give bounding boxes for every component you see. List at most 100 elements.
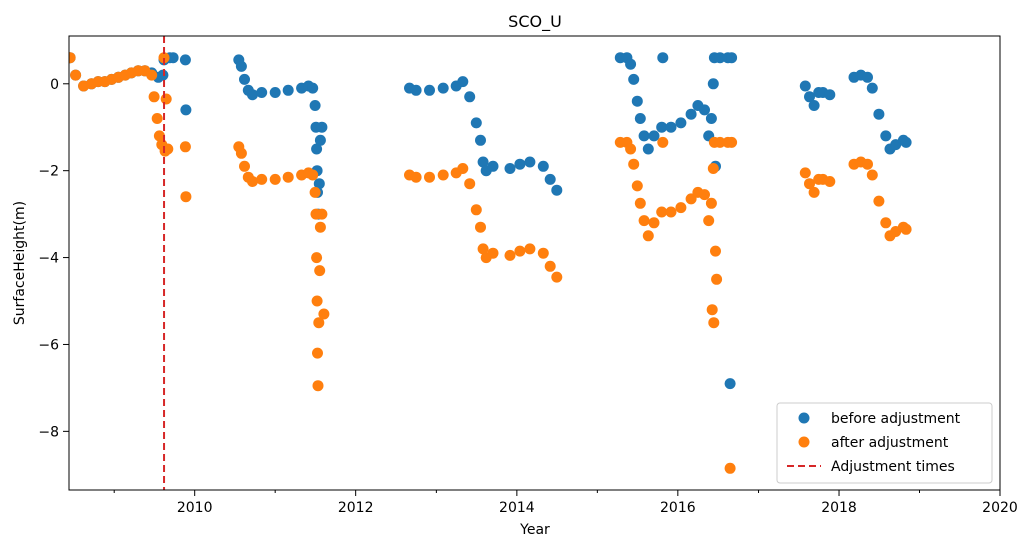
data-point	[311, 252, 323, 264]
data-point	[628, 73, 640, 85]
chart-title: SCO_U	[508, 12, 562, 32]
data-point	[235, 147, 247, 159]
data-point	[504, 163, 516, 174]
data-point	[648, 217, 660, 229]
data-point	[808, 100, 820, 111]
data-point	[162, 143, 174, 155]
data-point	[665, 121, 677, 133]
data-point	[699, 189, 710, 201]
data-point	[724, 378, 736, 390]
data-point	[247, 89, 258, 101]
data-point	[475, 134, 486, 146]
data-point	[873, 195, 885, 207]
data-point	[705, 113, 717, 124]
data-point	[464, 178, 476, 190]
x-axis-label: Year	[519, 522, 550, 538]
data-point	[726, 136, 738, 148]
data-point	[437, 82, 449, 94]
legend-label: before adjustment	[831, 411, 961, 427]
x-axis: 2010 2012 2014 2016 2018 2020	[113, 490, 1018, 516]
data-point	[314, 265, 326, 277]
data-point	[69, 52, 76, 64]
data-point	[675, 117, 687, 129]
x-tick-label: 2012	[338, 500, 374, 516]
data-point	[313, 178, 325, 190]
data-point	[180, 191, 192, 203]
data-point	[524, 243, 536, 255]
data-point	[318, 308, 330, 320]
data-point	[625, 58, 637, 70]
data-point	[487, 247, 499, 259]
data-point	[410, 171, 422, 183]
data-point	[309, 100, 321, 111]
data-point	[464, 91, 476, 103]
plot-area	[69, 36, 912, 490]
data-point	[824, 176, 836, 187]
data-point	[551, 271, 563, 283]
data-point	[307, 169, 319, 181]
data-point	[799, 167, 811, 179]
data-point	[824, 89, 836, 101]
data-point	[656, 206, 668, 218]
data-point	[470, 204, 482, 216]
legend-marker	[798, 436, 810, 448]
data-point	[705, 197, 717, 209]
y-axis: 0 −2 −4 −6 −8	[38, 77, 69, 440]
series-0	[69, 52, 912, 390]
data-point	[866, 169, 878, 181]
data-point	[410, 84, 422, 96]
data-point	[148, 91, 160, 103]
data-point	[314, 221, 326, 233]
data-point	[514, 158, 526, 170]
data-point	[475, 221, 486, 233]
data-point	[544, 260, 556, 272]
data-point	[714, 136, 726, 148]
data-point	[642, 143, 654, 155]
data-point	[151, 113, 163, 124]
data-point	[524, 156, 536, 168]
data-point	[160, 93, 172, 105]
data-point	[239, 73, 250, 85]
data-point	[256, 173, 268, 185]
data-point	[873, 108, 885, 120]
data-point	[710, 245, 721, 257]
data-point	[631, 95, 643, 107]
y-tick-label: 0	[50, 77, 59, 93]
data-point	[706, 304, 718, 316]
data-point	[880, 217, 892, 229]
data-point	[311, 143, 323, 155]
data-point	[537, 160, 549, 172]
data-point	[808, 186, 820, 198]
data-point	[699, 104, 710, 116]
data-point	[424, 171, 435, 183]
data-point	[70, 69, 82, 81]
data-point	[256, 87, 268, 98]
data-point	[707, 163, 719, 174]
data-point	[158, 52, 170, 64]
x-tick-label: 2020	[982, 500, 1018, 516]
data-point	[457, 76, 469, 88]
data-point	[477, 243, 489, 255]
data-point	[487, 160, 499, 172]
data-point	[634, 113, 646, 124]
data-point	[313, 317, 325, 329]
data-point	[726, 52, 738, 64]
x-tick-label: 2010	[177, 500, 213, 516]
data-point	[703, 215, 715, 227]
data-point	[316, 208, 328, 220]
data-point	[424, 84, 435, 96]
data-point	[514, 245, 526, 257]
data-point	[631, 180, 643, 192]
data-point	[470, 117, 482, 129]
legend-label: after adjustment	[831, 435, 949, 451]
data-point	[638, 130, 650, 142]
data-point	[724, 462, 736, 474]
legend: before adjustment after adjustment Adjustm…	[776, 402, 993, 484]
data-point	[880, 130, 892, 142]
data-point	[153, 130, 165, 142]
data-point	[625, 143, 637, 155]
data-point	[665, 206, 677, 218]
x-tick-label: 2014	[499, 500, 535, 516]
data-point	[239, 160, 250, 172]
data-point	[477, 156, 489, 168]
